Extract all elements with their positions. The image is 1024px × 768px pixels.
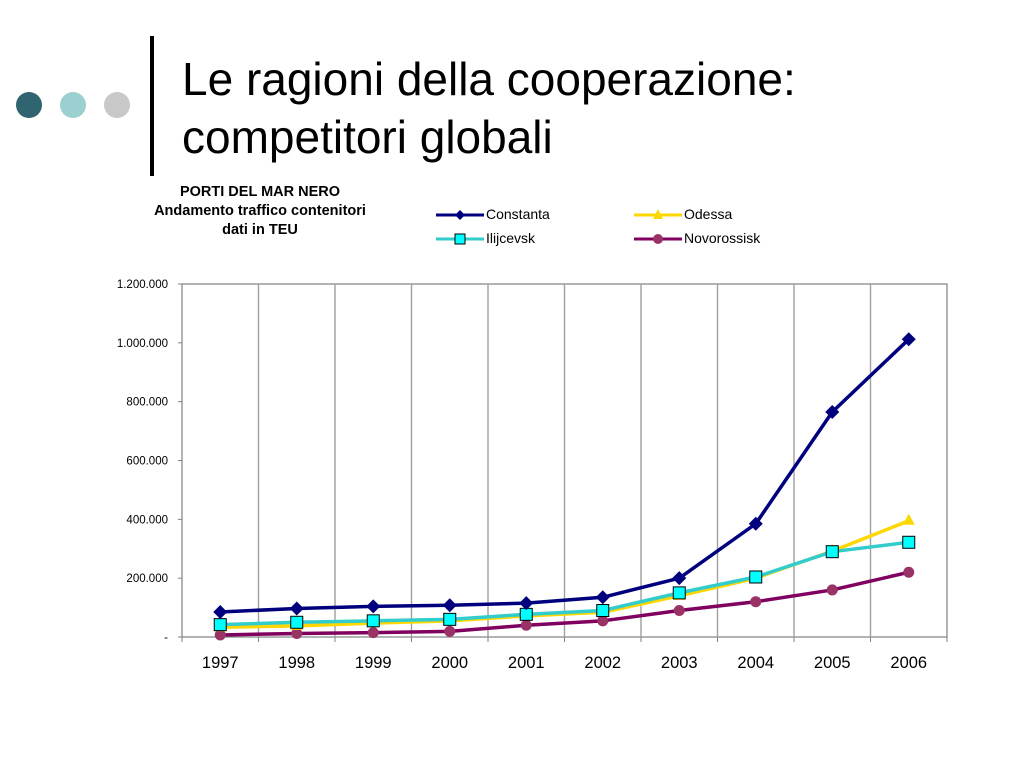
chart-title-line-1: PORTI DEL MAR NERO	[179, 184, 341, 200]
legend-swatch-novorossisk	[634, 234, 682, 244]
title-divider	[150, 36, 154, 176]
y-tick-label: 1.000.000	[117, 338, 168, 350]
data-point-ilijcevsk	[443, 612, 457, 626]
data-point-ilijcevsk	[366, 614, 380, 628]
data-point-ilijcevsk	[902, 535, 916, 549]
x-tick-label: 1998	[278, 654, 315, 672]
data-point-constanta	[442, 598, 457, 613]
dot-2	[60, 92, 86, 118]
data-point-constanta	[519, 596, 534, 611]
data-point-constanta	[289, 601, 304, 616]
chart-legend: Constanta Odessa Ilijcevsk Novorossisk	[434, 205, 814, 251]
x-tick-label: 2001	[508, 654, 545, 672]
data-point-constanta	[672, 571, 687, 586]
legend-label-ilijcevsk: Ilijcevsk	[486, 230, 536, 246]
data-point-ilijcevsk	[672, 586, 686, 600]
data-point-novorossisk	[750, 596, 762, 608]
dot-1	[16, 92, 42, 118]
x-tick-label: 2005	[814, 654, 851, 672]
data-point-novorossisk	[673, 605, 685, 617]
legend-swatch-constanta	[436, 210, 484, 220]
chart-title-line-2: Andamento traffico contenitori	[154, 203, 366, 219]
data-point-ilijcevsk	[825, 545, 839, 559]
legend-swatch-ilijcevsk	[436, 233, 484, 245]
chart-title-line-3: dati in TEU	[222, 222, 298, 238]
data-point-novorossisk	[291, 627, 303, 639]
data-point-ilijcevsk	[290, 615, 304, 629]
data-point-novorossisk	[826, 584, 838, 596]
y-tick-label: 400.000	[126, 514, 168, 526]
data-point-novorossisk	[903, 566, 915, 578]
data-point-ilijcevsk	[213, 618, 227, 632]
legend-swatch-odessa	[634, 209, 682, 219]
y-tick-label: 800.000	[126, 397, 168, 409]
data-point-ilijcevsk	[596, 604, 610, 618]
slide-title-line-2: competitori globali	[182, 111, 553, 163]
y-tick-label: -	[164, 632, 168, 644]
x-tick-label: 2000	[431, 654, 468, 672]
data-point-novorossisk	[214, 629, 226, 641]
x-tick-label: 2004	[737, 654, 774, 672]
slide-title-line-1: Le ragioni della cooperazione:	[182, 53, 796, 105]
data-point-novorossisk	[444, 625, 456, 637]
data-point-constanta	[748, 516, 763, 531]
y-tick-label: 600.000	[126, 456, 168, 468]
x-tick-label: 2003	[661, 654, 698, 672]
series-line-novorossisk	[220, 570, 910, 637]
data-point-novorossisk	[520, 619, 532, 631]
data-point-constanta	[825, 404, 840, 419]
legend-label-novorossisk: Novorossisk	[684, 230, 761, 246]
data-point-odessa	[902, 513, 915, 525]
x-tick-label: 1999	[355, 654, 392, 672]
series-line-constanta	[220, 338, 910, 614]
legend-label-constanta: Constanta	[486, 206, 550, 222]
chart-title: PORTI DEL MAR NERO Andamento traffico co…	[100, 183, 420, 240]
x-tick-label: 2002	[584, 654, 621, 672]
y-tick-label: 200.000	[126, 573, 168, 585]
data-point-constanta	[213, 604, 228, 619]
series-line-ilijcevsk	[220, 540, 909, 627]
legend-label-odessa: Odessa	[684, 206, 733, 222]
data-point-novorossisk	[597, 615, 609, 627]
data-point-constanta	[595, 590, 610, 605]
data-point-novorossisk	[367, 627, 379, 639]
data-point-constanta	[366, 599, 381, 614]
y-tick-label: 1.200.000	[117, 279, 168, 291]
x-tick-label: 2006	[890, 654, 927, 672]
slide-title: Le ragioni della cooperazione: competito…	[182, 50, 1002, 166]
data-point-ilijcevsk	[749, 570, 763, 584]
data-point-constanta	[901, 332, 916, 347]
decorative-dots	[16, 92, 136, 122]
x-tick-label: 1997	[202, 654, 239, 672]
dot-3	[104, 92, 130, 118]
